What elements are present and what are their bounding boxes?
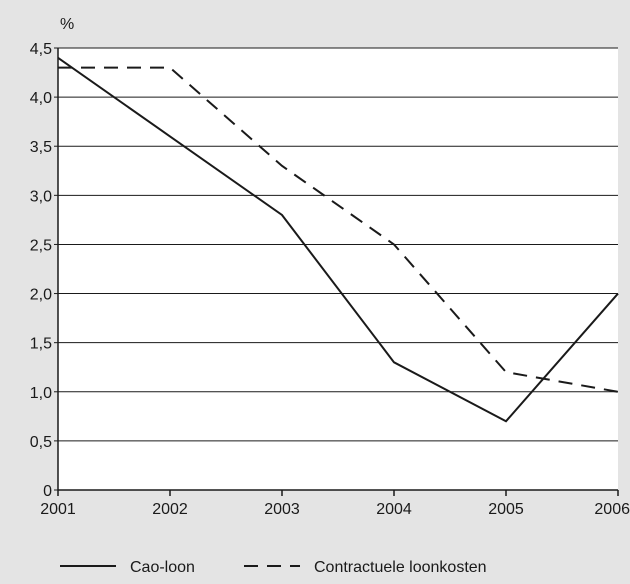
y-tick-label: 4,5 xyxy=(30,41,52,58)
series-line-contractuele-loonkosten xyxy=(58,66,619,393)
y-tick-label: 3,0 xyxy=(30,188,52,205)
legend-label: Cao-loon xyxy=(130,559,195,576)
x-tick-label: 2003 xyxy=(264,501,300,518)
series-lines xyxy=(57,57,619,423)
y-tick-label: 0 xyxy=(43,483,52,500)
plot-area xyxy=(58,48,618,490)
x-axis-ticks: 2001 2002 2003 2004 2005 2006 xyxy=(40,490,630,518)
y-tick-label: 0,5 xyxy=(30,434,52,451)
legend: Cao-loon Contractuele loonkosten xyxy=(60,559,487,576)
series-line-cao-loon xyxy=(57,57,619,423)
y-tick-label: 3,5 xyxy=(30,139,52,156)
y-axis-unit-label: % xyxy=(60,16,74,33)
y-tick-label: 1,0 xyxy=(30,385,52,402)
y-axis-ticks: 0 0,5 1,0 1,5 2,0 2,5 3,0 3,5 4,0 4,5 xyxy=(30,41,58,500)
y-tick-label: 4,0 xyxy=(30,90,52,107)
x-tick-label: 2006 xyxy=(594,501,630,518)
x-tick-label: 2005 xyxy=(488,501,524,518)
y-tick-label: 1,5 xyxy=(30,336,52,353)
y-tick-label: 2,5 xyxy=(30,237,52,254)
x-tick-label: 2002 xyxy=(152,501,188,518)
x-tick-label: 2004 xyxy=(376,501,412,518)
gridlines xyxy=(57,47,618,491)
legend-label: Contractuele loonkosten xyxy=(314,559,487,576)
y-tick-label: 2,0 xyxy=(30,287,52,304)
x-tick-label: 2001 xyxy=(40,501,76,518)
